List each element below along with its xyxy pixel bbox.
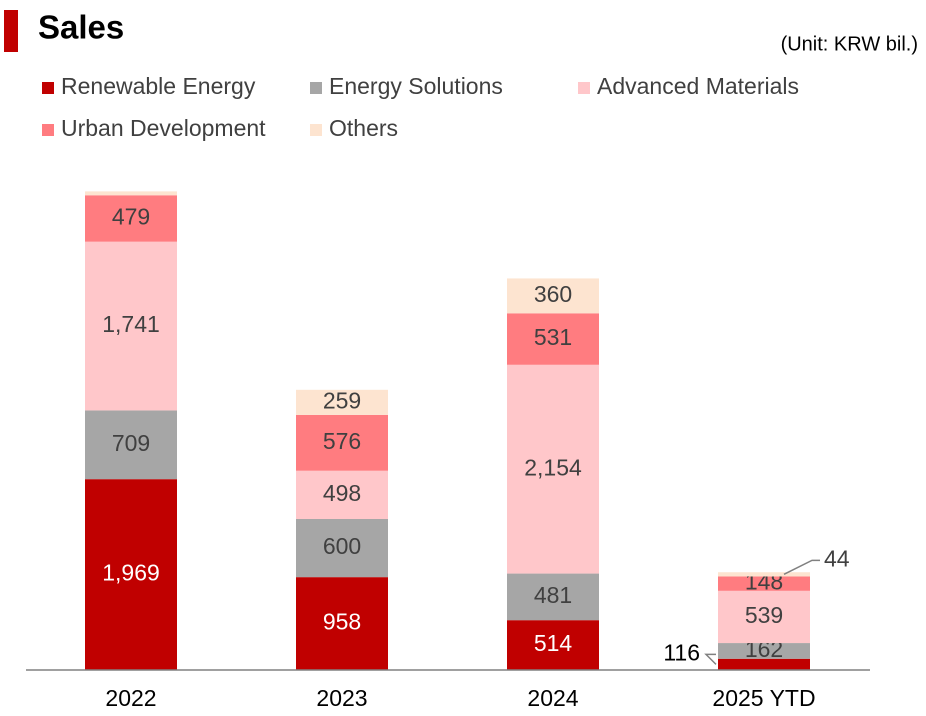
bar-segment [85, 479, 177, 670]
legend-swatch [42, 124, 54, 136]
data-label: 514 [534, 630, 573, 656]
title-accent [4, 10, 18, 52]
data-label: 600 [323, 533, 361, 559]
leader-line [783, 559, 820, 576]
legend-swatch [578, 82, 590, 94]
bar-segment [507, 364, 599, 574]
data-label: 576 [323, 428, 361, 454]
bar-segment [296, 389, 388, 415]
x-tick-label: 2025 YTD [712, 685, 815, 711]
bar-segment [718, 658, 810, 670]
data-label: 709 [112, 430, 150, 456]
data-label: 1,741 [102, 311, 160, 337]
bar-segment [296, 470, 388, 519]
data-label: 539 [745, 602, 783, 628]
bar-segment [507, 313, 599, 365]
chart-subtitle: (Unit: KRW bil.) [781, 33, 918, 55]
legend-label: Advanced Materials [597, 73, 799, 99]
bar-segment [718, 576, 810, 591]
bar-segment [507, 278, 599, 314]
bar-segment [718, 643, 810, 659]
leader-line [704, 653, 717, 665]
bar-segment [85, 195, 177, 242]
bar-segment [296, 414, 388, 471]
x-tick-label: 2022 [105, 685, 156, 711]
bar-segment [85, 191, 177, 196]
data-label: 481 [534, 582, 572, 608]
bar-segment [718, 590, 810, 644]
bar-segment [296, 577, 388, 670]
legend-swatch [42, 82, 54, 94]
bar-segment [507, 620, 599, 670]
x-tick-label: 2024 [527, 685, 578, 711]
bar-segment [85, 241, 177, 411]
data-label: 531 [534, 324, 572, 350]
data-label: 479 [112, 204, 150, 230]
data-label: 116 [663, 639, 700, 665]
legend-swatch [310, 82, 322, 94]
legend-label: Energy Solutions [329, 73, 503, 99]
data-label: 2,154 [524, 454, 582, 480]
data-label: 259 [323, 387, 361, 413]
x-tick-label: 2023 [316, 685, 367, 711]
data-label: 360 [534, 281, 572, 307]
data-label: 958 [323, 609, 361, 635]
legend-label: Others [329, 115, 398, 141]
chart-title: Sales [38, 9, 124, 46]
legend-label: Renewable Energy [61, 73, 256, 99]
bar-segment [718, 572, 810, 577]
bar-segment [507, 573, 599, 621]
data-label: 1,969 [102, 560, 160, 586]
bar-segment [85, 410, 177, 480]
legend-swatch [310, 124, 322, 136]
data-label: 44 [824, 545, 850, 571]
legend-label: Urban Development [61, 115, 266, 141]
data-label: 498 [323, 480, 361, 506]
bar-segment [296, 518, 388, 578]
